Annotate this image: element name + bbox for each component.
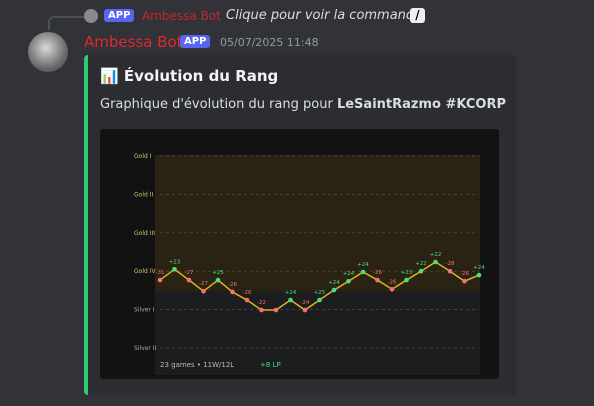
point-label: +25 <box>314 290 326 296</box>
rank-point <box>433 259 438 265</box>
rank-point <box>476 272 482 278</box>
rank-point <box>157 277 163 283</box>
point-label: -22 <box>257 300 266 306</box>
point-label: +22 <box>415 261 427 267</box>
author-badge: APP <box>180 35 211 48</box>
rank-point <box>375 277 380 283</box>
point-label: -26 <box>373 270 382 276</box>
rank-point <box>230 289 235 295</box>
lp-summary: +8 LP <box>260 361 281 369</box>
y-tick-label: Silver II <box>134 345 157 352</box>
point-label: +25 <box>212 270 224 276</box>
point-label: -26 <box>388 279 397 285</box>
chart: 23 games • 11W/12L +8 LP Silver II Silver… <box>100 129 499 379</box>
point-label: +23 <box>169 259 181 265</box>
avatar[interactable] <box>28 32 68 72</box>
rank-point <box>418 268 424 274</box>
point-label: +24 <box>328 280 340 286</box>
rank-point <box>244 297 250 303</box>
games-summary: 23 games • 11W/12L <box>160 361 234 369</box>
rank-point <box>360 269 366 275</box>
rank-point <box>404 277 409 283</box>
rank-point <box>172 267 177 272</box>
point-label: -26 <box>460 271 469 277</box>
rank-point <box>288 297 293 303</box>
description-bold: LeSaintRazmo #KCORP <box>336 97 506 112</box>
rank-point <box>273 307 279 313</box>
gold-zone <box>155 155 480 291</box>
y-tick-label: Gold IV <box>134 268 156 275</box>
rank-point <box>346 278 351 284</box>
reply-text[interactable]: Clique pour voir la commande <box>226 8 423 23</box>
point-label: -26 <box>243 290 252 296</box>
rank-point <box>317 297 322 303</box>
rank-point <box>389 286 395 292</box>
y-tick-label: Gold I <box>134 153 152 160</box>
y-tick-label: Gold II <box>134 191 153 198</box>
rank-point <box>186 277 192 283</box>
description-text: Graphique d'évolution du rang pour <box>100 97 337 112</box>
rank-point <box>201 288 206 294</box>
rank-point <box>215 277 221 283</box>
point-label: -24 <box>301 300 310 306</box>
point-label: +22 <box>430 252 442 258</box>
embed-description: Graphique d'évolution du rang pour LeSai… <box>100 97 506 112</box>
rank-point <box>331 287 337 293</box>
silver-zone <box>155 291 480 375</box>
reply-avatar[interactable] <box>84 9 98 23</box>
point-label: -28 <box>446 261 455 267</box>
point-label: -27 <box>185 270 194 276</box>
point-label: +24 <box>285 290 297 296</box>
point-label: -27 <box>199 281 208 287</box>
embed-title: 📊 Évolution du Rang <box>100 67 279 85</box>
rank-point <box>302 307 308 313</box>
y-tick-label: Gold III <box>134 230 155 237</box>
author[interactable]: Ambessa Bot <box>84 33 183 51</box>
reply-badge: APP <box>104 9 135 22</box>
point-label: +23 <box>401 270 413 276</box>
point-label: -31 <box>156 270 165 276</box>
point-label: +24 <box>343 271 355 277</box>
point-label: +24 <box>357 262 369 268</box>
reply-connector <box>48 16 84 30</box>
rank-point <box>447 268 453 274</box>
y-tick-label: Silver I <box>134 307 155 314</box>
point-label: +24 <box>473 265 485 271</box>
rank-point <box>462 278 467 284</box>
reply-author[interactable]: Ambessa Bot <box>142 9 221 23</box>
command-icon: / <box>410 8 425 23</box>
timestamp: 05/07/2025 11:48 <box>220 36 319 49</box>
rank-point <box>259 307 264 313</box>
point-label: -26 <box>228 282 237 288</box>
